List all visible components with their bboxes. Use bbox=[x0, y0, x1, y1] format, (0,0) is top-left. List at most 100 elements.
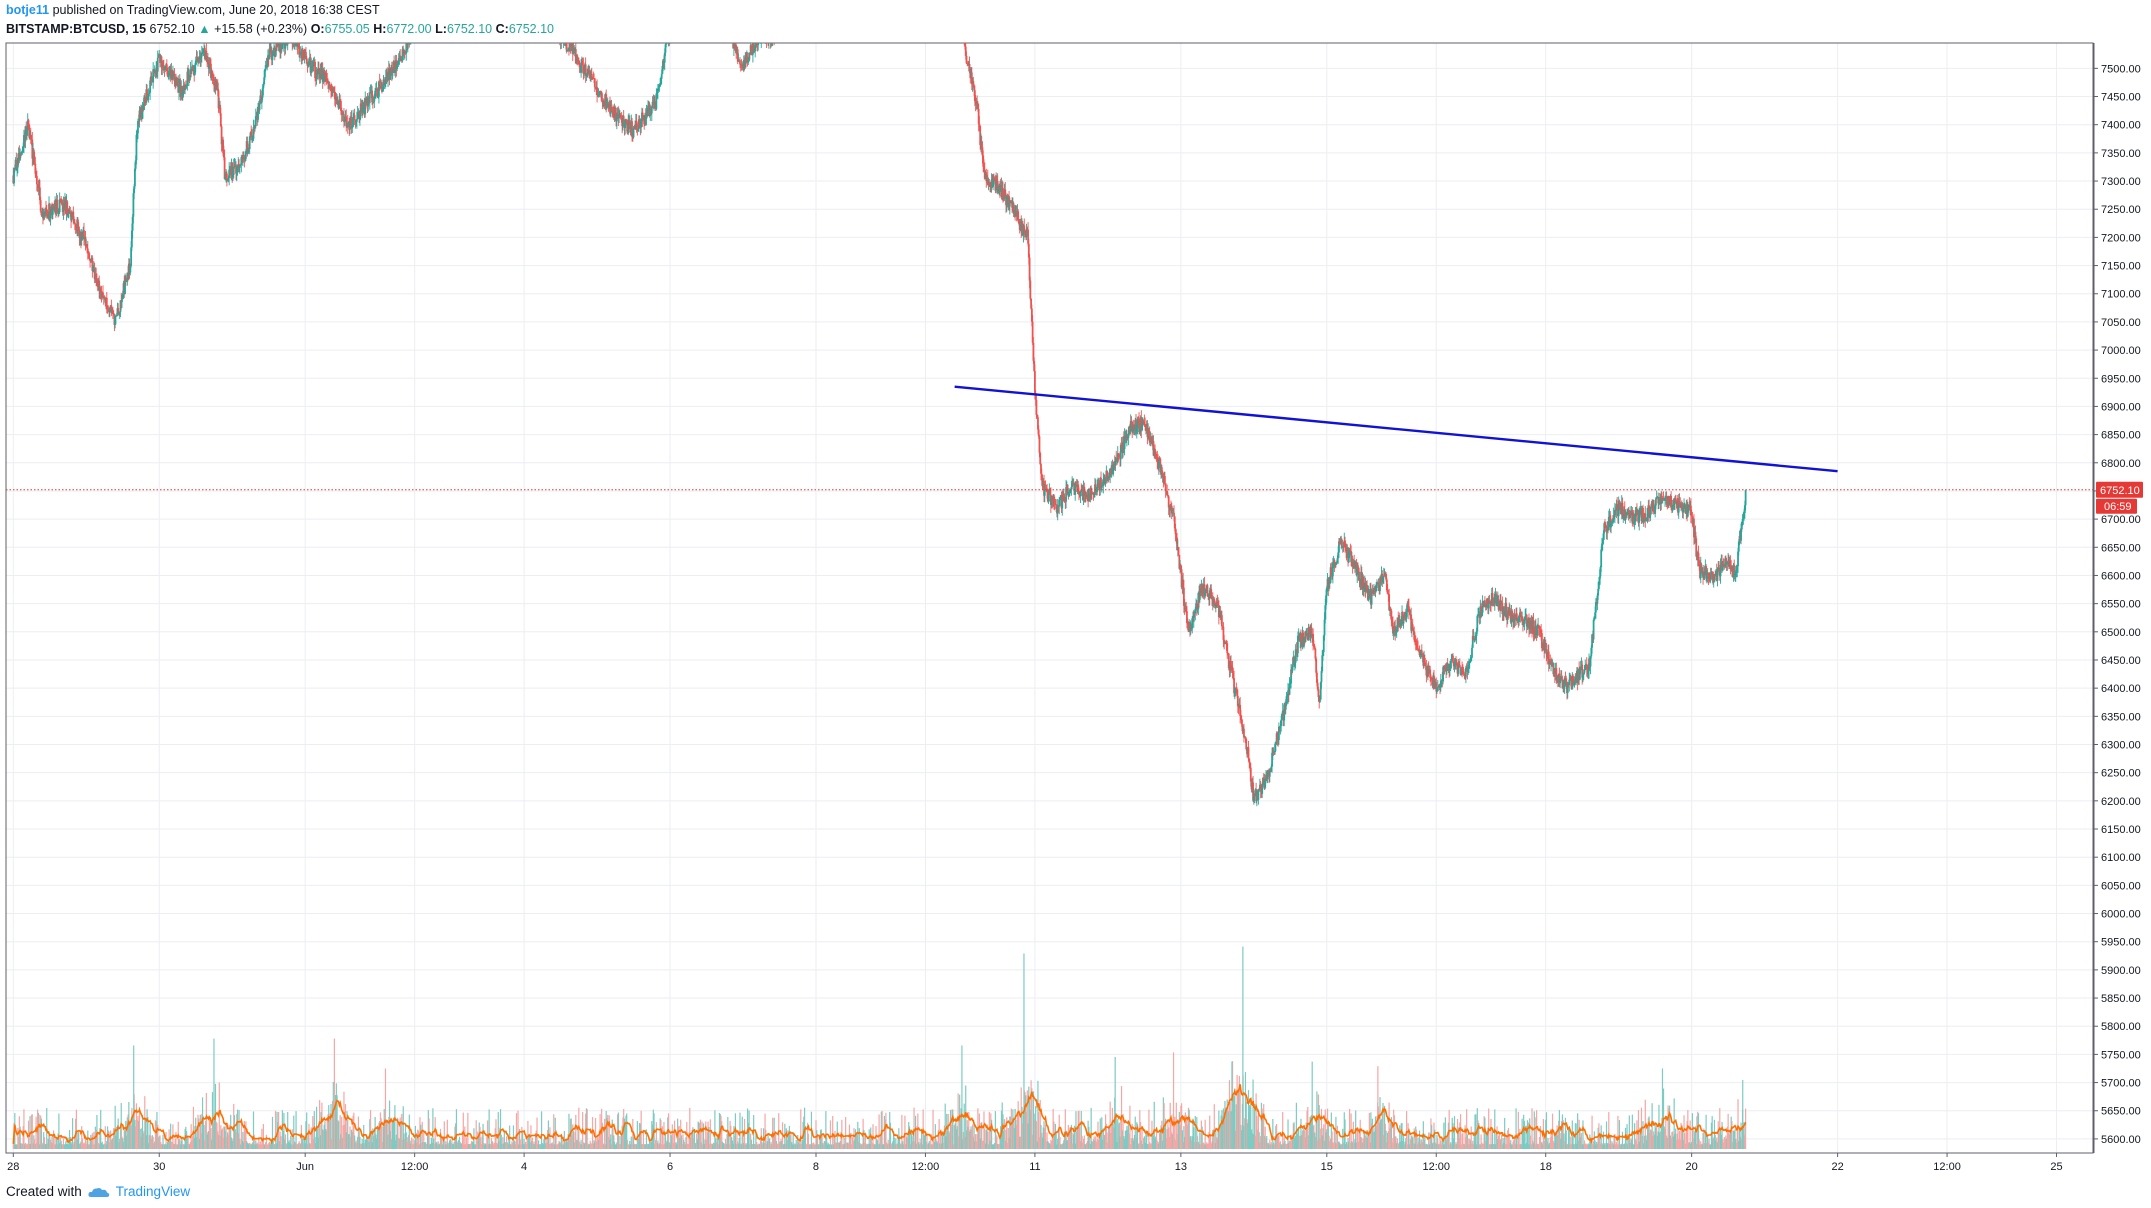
volume-bar bbox=[284, 1134, 287, 1149]
volume-bar bbox=[1276, 1133, 1278, 1149]
candle-body bbox=[238, 165, 241, 169]
volume-bar bbox=[533, 1141, 535, 1149]
candle-body bbox=[693, 0, 695, 3]
candle-body bbox=[796, 19, 798, 28]
volume-bar bbox=[1345, 1141, 1348, 1149]
candle-body bbox=[676, 15, 678, 29]
volume-bar bbox=[1548, 1144, 1550, 1149]
candle-body bbox=[351, 126, 354, 129]
volume-bar bbox=[681, 1144, 683, 1149]
candle-body bbox=[831, 3, 833, 11]
volume-bar bbox=[1380, 1119, 1383, 1149]
volume-bar bbox=[1452, 1123, 1454, 1149]
volume-bar bbox=[1335, 1116, 1337, 1149]
volume-bar bbox=[254, 1144, 256, 1149]
volume-bar bbox=[1281, 1144, 1283, 1149]
volume-bar bbox=[1038, 1137, 1041, 1149]
volume-bar bbox=[712, 1144, 714, 1149]
volume-bar bbox=[1639, 1127, 1641, 1149]
volume-bar bbox=[496, 1142, 498, 1149]
candle-body bbox=[70, 216, 73, 221]
volume-bar bbox=[1536, 1143, 1538, 1149]
candle-body bbox=[723, 18, 725, 28]
volume-bar bbox=[800, 1144, 803, 1149]
volume-bar bbox=[312, 1138, 315, 1149]
volume-bar bbox=[1453, 1116, 1456, 1149]
candle-body bbox=[663, 52, 666, 63]
volume-bar bbox=[698, 1122, 700, 1149]
volume-bar bbox=[1095, 1136, 1097, 1149]
volume-bar bbox=[351, 1131, 353, 1149]
volume-bar bbox=[997, 1143, 999, 1149]
volume-bar bbox=[1070, 1124, 1072, 1149]
candle-body bbox=[874, 0, 876, 3]
volume-bar bbox=[620, 1143, 622, 1149]
candle-body bbox=[419, 11, 421, 14]
candle-body bbox=[773, 27, 775, 31]
candle-body bbox=[951, 22, 953, 24]
candle-body bbox=[655, 93, 658, 110]
volume-bar bbox=[921, 1144, 924, 1149]
volume-bar bbox=[1502, 1138, 1504, 1149]
volume-bar bbox=[192, 1106, 195, 1149]
candle-body bbox=[680, 16, 682, 21]
volume-bar bbox=[963, 1103, 965, 1149]
volume-bar bbox=[506, 1136, 508, 1149]
volume-bar bbox=[1666, 1137, 1668, 1149]
candle-body bbox=[685, 3, 687, 8]
candle-body bbox=[794, 19, 796, 30]
volume-bar bbox=[1297, 1130, 1299, 1149]
volume-bar bbox=[649, 1140, 651, 1149]
volume-bar bbox=[1577, 1140, 1579, 1149]
candle-body bbox=[200, 56, 202, 60]
volume-bar bbox=[205, 1121, 207, 1149]
candle-body bbox=[194, 64, 196, 75]
volume-bar bbox=[1560, 1138, 1562, 1149]
volume-bar bbox=[1393, 1115, 1396, 1149]
volume-bar bbox=[626, 1113, 628, 1149]
volume-bar bbox=[17, 1127, 19, 1149]
volume-bar bbox=[1703, 1143, 1706, 1149]
volume-bar bbox=[989, 1140, 991, 1149]
volume-bar bbox=[109, 1142, 111, 1149]
volume-bar bbox=[769, 1138, 771, 1149]
volume-bar bbox=[350, 1129, 353, 1149]
volume-bar bbox=[971, 1129, 973, 1149]
volume-bar bbox=[412, 1138, 414, 1149]
candle-body bbox=[644, 114, 646, 125]
candle-body bbox=[843, 8, 845, 11]
volume-bar bbox=[55, 1144, 57, 1149]
volume-bar bbox=[1493, 1144, 1495, 1149]
volume-bar bbox=[97, 1133, 99, 1149]
volume-bar bbox=[69, 1137, 71, 1149]
volume-bar bbox=[661, 1126, 664, 1149]
volume-bar bbox=[1482, 1143, 1484, 1149]
volume-bar bbox=[1256, 1115, 1258, 1149]
volume-bar bbox=[666, 1140, 668, 1149]
volume-bar bbox=[1111, 1107, 1114, 1149]
volume-bar bbox=[399, 1117, 401, 1149]
volume-bar bbox=[1150, 1143, 1152, 1149]
volume-bar bbox=[1548, 1142, 1551, 1149]
volume-bar bbox=[1714, 1134, 1716, 1149]
volume-bar bbox=[1190, 1140, 1193, 1149]
volume-bar bbox=[933, 1142, 936, 1149]
volume-bar bbox=[1373, 1127, 1375, 1149]
candle-body bbox=[578, 64, 581, 68]
volume-bar bbox=[747, 1123, 749, 1149]
volume-bar bbox=[404, 1138, 406, 1149]
volume-bar bbox=[1291, 1138, 1294, 1149]
volume-bar bbox=[1165, 1118, 1167, 1149]
volume-bar bbox=[1260, 1102, 1263, 1149]
volume-bar bbox=[486, 1136, 488, 1149]
candle-body bbox=[721, 15, 723, 25]
volume-bar bbox=[498, 1141, 500, 1149]
volume-bar bbox=[1124, 1138, 1126, 1149]
volume-bar bbox=[1156, 1140, 1158, 1149]
volume-bar bbox=[234, 1129, 236, 1149]
candle-body bbox=[768, 36, 770, 42]
candle-body bbox=[682, 15, 684, 16]
volume-bar bbox=[565, 1138, 567, 1149]
volume-bar bbox=[588, 1144, 590, 1149]
